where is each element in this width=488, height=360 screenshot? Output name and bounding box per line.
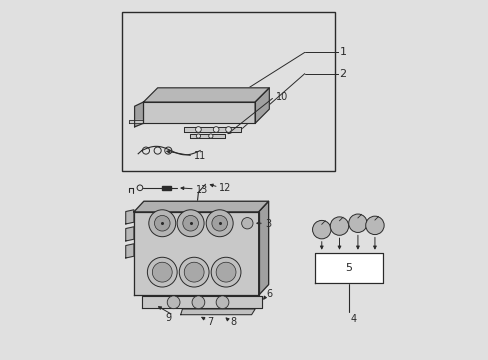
Circle shape [241, 217, 252, 229]
Polygon shape [125, 227, 134, 241]
Text: 9: 9 [165, 312, 171, 323]
Text: 6: 6 [266, 289, 272, 299]
Text: 10: 10 [276, 92, 288, 102]
Polygon shape [255, 88, 269, 123]
Polygon shape [125, 244, 134, 258]
Text: 12: 12 [219, 183, 231, 193]
Circle shape [213, 127, 219, 132]
Circle shape [208, 134, 212, 138]
Polygon shape [134, 102, 143, 127]
Text: 11: 11 [194, 151, 206, 161]
Circle shape [154, 215, 170, 231]
Bar [122, 12, 334, 171]
Circle shape [147, 257, 177, 287]
Circle shape [216, 262, 236, 282]
Circle shape [225, 127, 231, 132]
Circle shape [192, 296, 204, 309]
Polygon shape [134, 201, 268, 212]
Polygon shape [181, 309, 255, 315]
Polygon shape [143, 102, 255, 123]
Text: 1: 1 [339, 48, 346, 57]
Circle shape [148, 210, 175, 237]
Circle shape [177, 210, 203, 237]
Text: 13: 13 [195, 185, 207, 195]
Text: 7: 7 [207, 317, 213, 327]
Polygon shape [129, 121, 143, 123]
Text: 2: 2 [339, 69, 346, 79]
Circle shape [137, 185, 142, 191]
Circle shape [195, 127, 201, 132]
Polygon shape [143, 88, 269, 102]
Polygon shape [314, 253, 382, 283]
Polygon shape [134, 212, 258, 295]
Circle shape [196, 134, 200, 138]
Text: 3: 3 [264, 219, 271, 229]
Circle shape [206, 210, 233, 237]
Circle shape [211, 215, 227, 231]
Circle shape [183, 215, 198, 231]
Circle shape [152, 262, 172, 282]
Circle shape [348, 214, 366, 233]
Circle shape [184, 262, 203, 282]
Polygon shape [184, 127, 241, 132]
Text: 4: 4 [350, 314, 356, 324]
Text: 8: 8 [230, 318, 236, 328]
Circle shape [211, 257, 241, 287]
Circle shape [329, 217, 348, 235]
Polygon shape [258, 201, 268, 295]
Text: 5: 5 [345, 263, 351, 273]
Circle shape [167, 296, 180, 309]
Circle shape [312, 220, 330, 239]
Circle shape [216, 296, 228, 309]
Circle shape [179, 257, 209, 287]
Polygon shape [125, 210, 134, 224]
Polygon shape [142, 296, 261, 308]
Circle shape [365, 216, 384, 235]
Polygon shape [189, 134, 224, 138]
Polygon shape [162, 186, 170, 190]
